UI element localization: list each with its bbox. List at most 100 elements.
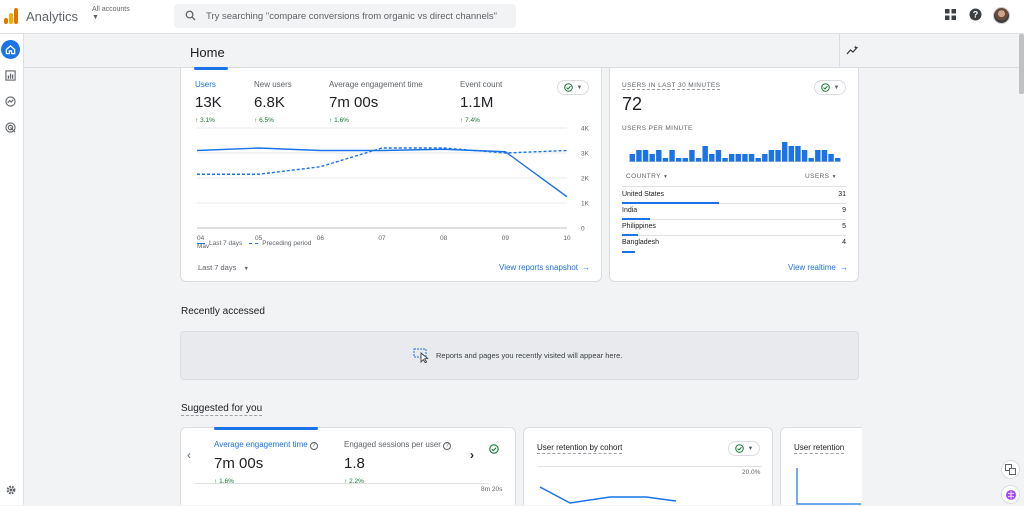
metric-delta: ↑ 1.6% <box>214 478 318 485</box>
metric-label-row: Average engagement time ? <box>214 440 318 450</box>
app-title: Analytics <box>26 9 79 24</box>
nav-explore[interactable] <box>1 92 20 111</box>
arrow-up-icon: ↑ <box>344 478 350 485</box>
minute-bar[interactable] <box>709 154 715 162</box>
minute-bar[interactable] <box>748 154 755 162</box>
date-range-label: Last 7 days <box>198 263 237 272</box>
minute-bar[interactable] <box>821 150 828 162</box>
next-arrow-icon[interactable]: › <box>470 448 474 462</box>
country-users: 4 <box>842 239 846 246</box>
metric-delta: ↑ 3.1% <box>195 117 222 124</box>
caret-down-icon: ▼ <box>243 266 249 272</box>
minute-bar[interactable] <box>682 158 689 162</box>
table-row[interactable]: Philippines 5 <box>622 220 846 236</box>
minute-bar[interactable] <box>755 158 761 162</box>
metric-label: Users <box>195 80 216 89</box>
metric-event-count[interactable]: Event count 1.1M ↑ 7.4% <box>460 80 502 124</box>
realtime-data-quality-button[interactable]: ▼ <box>814 80 846 95</box>
avatar[interactable] <box>993 7 1010 24</box>
legend-dashed-line-icon <box>249 243 259 244</box>
check-circle-icon <box>820 83 830 92</box>
minute-bar[interactable] <box>828 154 834 162</box>
minute-bar[interactable] <box>636 150 642 162</box>
column-header-country[interactable]: COUNTRY ▼ <box>626 173 668 180</box>
help-outline-icon: ? <box>309 442 318 450</box>
search-input[interactable] <box>206 8 506 24</box>
nav-home[interactable] <box>1 40 20 59</box>
view-realtime-link[interactable]: View realtime → <box>788 263 848 272</box>
retention-data-quality-button[interactable]: ▼ <box>728 441 760 456</box>
nav-admin[interactable] <box>1 480 20 499</box>
metric-delta-value: 1.6% <box>219 478 234 485</box>
metric-avg-engagement[interactable]: Average engagement time 7m 00s ↑ 1.6% <box>329 80 423 124</box>
minute-bar[interactable] <box>656 150 662 162</box>
minute-bar[interactable] <box>728 154 735 162</box>
table-row[interactable]: United States 31 <box>622 188 846 204</box>
analytics-logo[interactable] <box>4 8 18 24</box>
table-row[interactable]: Bangladesh 4 <box>622 236 846 253</box>
minute-bar[interactable] <box>642 150 649 162</box>
minute-bar[interactable] <box>662 158 669 162</box>
minute-bar[interactable] <box>768 150 775 162</box>
view-reports-snapshot-link[interactable]: View reports snapshot → <box>499 263 590 272</box>
minute-bar[interactable] <box>649 154 655 162</box>
minute-bar[interactable] <box>715 150 722 162</box>
metric-value: 7m 00s <box>329 94 379 111</box>
metric-value: 1.8 <box>344 455 365 472</box>
minute-bar[interactable] <box>742 154 748 162</box>
axis-tick: 8m 20s <box>481 486 503 493</box>
scrollbar[interactable] <box>1019 34 1024 94</box>
country-name: Bangladesh <box>622 239 659 246</box>
column-header-users[interactable]: USERS ▼ <box>805 173 837 180</box>
metric-users[interactable]: Users 13K ↑ 3.1% <box>195 80 222 124</box>
search-bar[interactable] <box>174 4 516 28</box>
minute-bar[interactable] <box>675 158 682 162</box>
y-tick-label: 4K <box>581 126 590 133</box>
suggested-retention-card: User retention <box>780 427 862 505</box>
nav-reports[interactable] <box>1 66 20 85</box>
help-outline-icon: ? <box>443 442 452 450</box>
minute-bar[interactable] <box>788 146 795 162</box>
date-range-dropdown[interactable]: Last 7 days ▼ <box>198 263 249 272</box>
insights-icon[interactable] <box>846 45 859 56</box>
minute-bar[interactable] <box>702 146 708 162</box>
minute-bar[interactable] <box>795 146 801 162</box>
minute-bar[interactable] <box>834 158 841 162</box>
minute-bar[interactable] <box>695 158 702 162</box>
translate-button[interactable] <box>1001 460 1020 479</box>
nav-advertising[interactable] <box>1 118 20 137</box>
metric-engaged-sessions[interactable]: Engaged sessions per user ? 1.8 ↑ 2.2% <box>344 440 452 485</box>
minute-bar[interactable] <box>815 150 821 162</box>
country-users: 31 <box>838 191 846 198</box>
minute-bar[interactable] <box>735 154 742 162</box>
y-tick-label: 2K <box>581 176 590 183</box>
metric-delta: ↑ 1.6% <box>329 117 423 124</box>
top-bar: Analytics All accounts ▼ ? <box>0 0 1024 34</box>
arrow-up-icon: ↑ <box>254 117 260 124</box>
account-selector[interactable]: All accounts ▼ <box>92 6 130 21</box>
minute-bar[interactable] <box>689 150 695 162</box>
previous-arrow-icon[interactable]: ‹ <box>187 448 191 462</box>
minute-bar[interactable] <box>762 154 768 162</box>
recently-accessed-title: Recently accessed <box>181 306 265 317</box>
minute-bar[interactable] <box>808 158 814 162</box>
retention-line <box>796 468 861 505</box>
data-quality-button[interactable]: ▼ <box>557 80 589 95</box>
minute-bar[interactable] <box>669 150 675 162</box>
metric-new-users[interactable]: New users 6.8K ↑ 6.5% <box>254 80 292 124</box>
minute-bar[interactable] <box>722 158 728 162</box>
assistant-button[interactable] <box>1001 485 1020 504</box>
arrow-right-icon: → <box>839 263 848 272</box>
minute-bar[interactable] <box>629 154 636 162</box>
minute-bar[interactable] <box>781 142 788 162</box>
view-realtime-label: View realtime <box>788 263 836 272</box>
table-divider <box>622 186 846 187</box>
legend-series-current: Last 7 days <box>209 240 243 247</box>
table-row[interactable]: India 9 <box>622 204 846 220</box>
minute-bar[interactable] <box>775 150 781 162</box>
help-icon[interactable]: ? <box>969 8 982 21</box>
minute-bar[interactable] <box>801 150 808 162</box>
check-circle-icon <box>734 444 744 453</box>
apps-grid-icon[interactable] <box>945 9 956 20</box>
metric-avg-engagement[interactable]: Average engagement time ? 7m 00s ↑ 1.6% <box>214 440 318 485</box>
